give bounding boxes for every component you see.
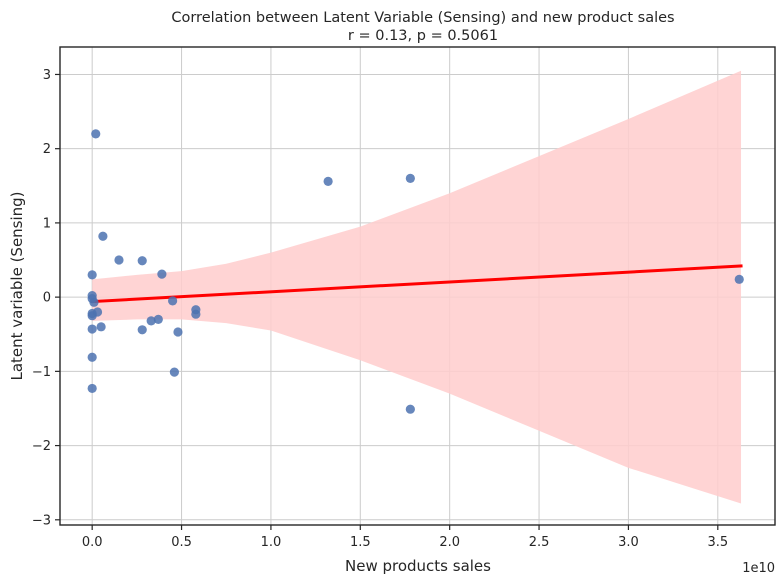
data-point <box>87 352 97 362</box>
data-point <box>87 383 97 394</box>
regression-line-layer <box>90 264 743 304</box>
data-point <box>405 404 415 414</box>
data-point <box>146 316 156 326</box>
y-tick-label: −2 <box>32 439 51 454</box>
data-point <box>87 270 97 280</box>
data-point <box>137 256 147 266</box>
y-axis-ticks: −3 −2 −1 0 1 2 3 <box>32 68 60 528</box>
data-point <box>89 297 99 307</box>
data-point <box>153 314 163 325</box>
data-point <box>92 307 103 317</box>
data-point <box>157 269 167 279</box>
data-point <box>323 176 333 186</box>
regression-line <box>90 264 743 304</box>
y-tick-label: 3 <box>43 68 51 83</box>
data-point <box>169 367 179 377</box>
data-point <box>168 296 178 306</box>
data-point <box>137 325 147 335</box>
x-tick-label: 3.0 <box>618 535 639 550</box>
x-axis-label: New products sales <box>345 557 491 575</box>
y-tick-label: −3 <box>32 513 51 528</box>
data-point <box>114 255 124 265</box>
x-tick-label: 2.0 <box>439 535 460 550</box>
data-point <box>191 309 201 319</box>
y-tick-label: 1 <box>43 216 51 231</box>
data-point <box>98 231 108 241</box>
x-tick-label: 0.0 <box>82 535 103 550</box>
x-tick-label: 1.0 <box>261 535 282 550</box>
x-tick-label: 2.5 <box>529 535 550 550</box>
data-point <box>87 324 97 334</box>
data-point <box>734 274 744 284</box>
x-tick-label: 0.5 <box>171 535 192 550</box>
axes-frame <box>59 46 776 526</box>
chart-title: Correlation between Latent Variable (Sen… <box>171 10 674 26</box>
y-axis-label: Latent variable (Sensing) <box>8 191 26 380</box>
data-point <box>96 322 106 332</box>
data-point <box>91 129 101 139</box>
confidence-band-layer <box>92 70 742 504</box>
x-axis-offset-label: 1e10 <box>742 561 775 576</box>
x-tick-label: 3.5 <box>707 535 728 550</box>
confidence-band <box>92 70 742 504</box>
x-axis-ticks: 0.0 0.5 1.0 1.5 2.0 2.5 3.0 3.5 <box>82 525 728 550</box>
y-tick-label: −1 <box>32 365 51 380</box>
chart-subtitle: r = 0.13, p = 0.5061 <box>348 28 498 44</box>
data-points <box>87 129 744 414</box>
y-tick-label: 2 <box>43 142 51 157</box>
y-tick-label: 0 <box>43 291 51 306</box>
x-tick-label: 1.5 <box>350 535 371 550</box>
data-point <box>405 173 415 183</box>
data-point <box>173 327 183 337</box>
